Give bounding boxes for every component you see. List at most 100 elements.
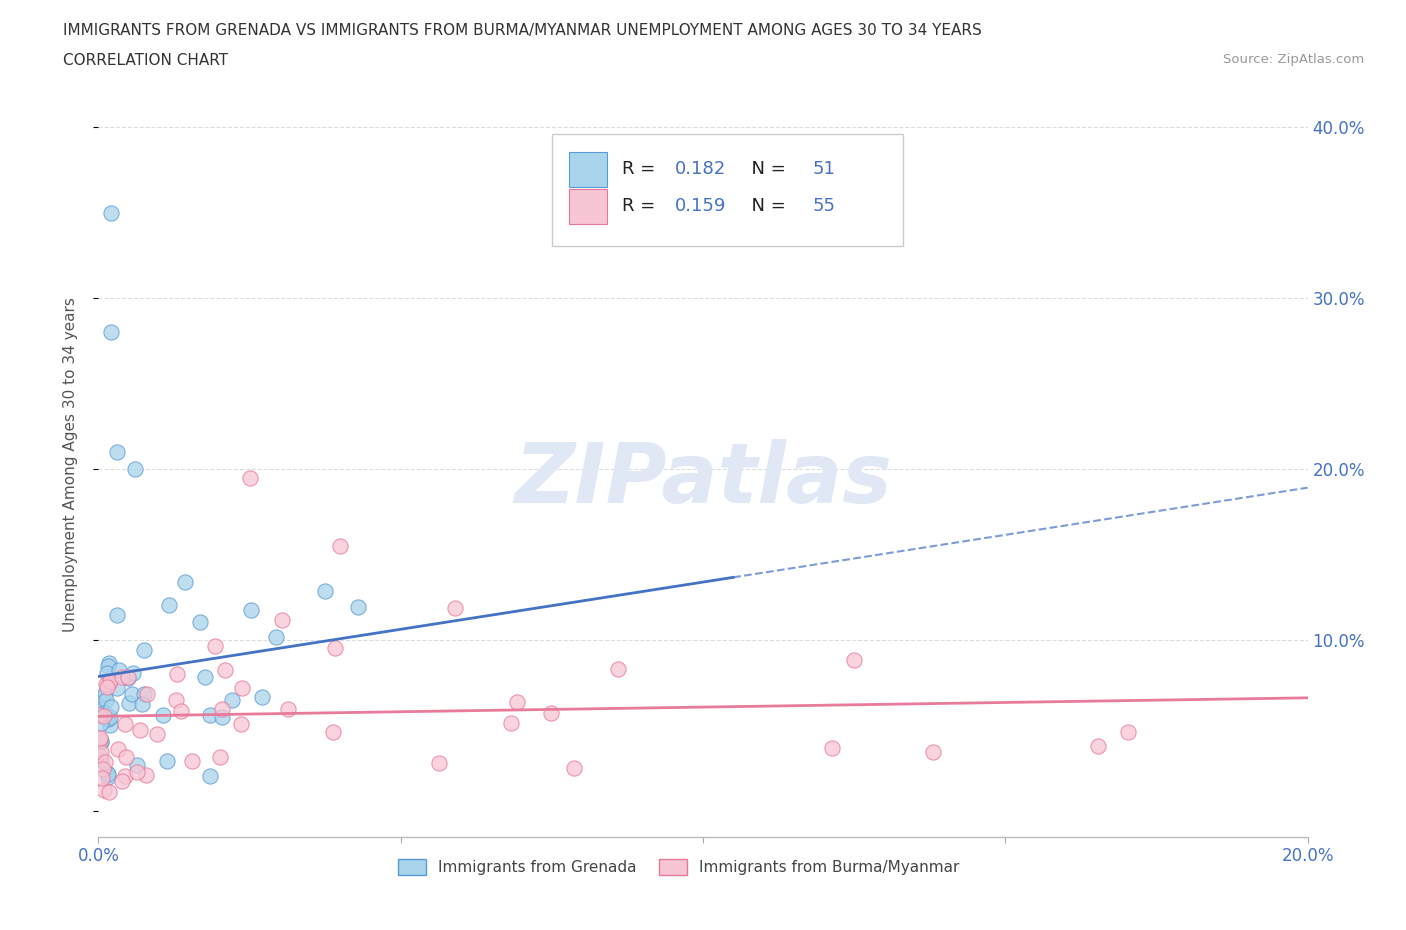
Text: R =: R = bbox=[621, 160, 661, 178]
Text: ZIPatlas: ZIPatlas bbox=[515, 439, 891, 521]
Point bbox=[122, 665, 145, 680]
Point bbox=[94, 692, 117, 707]
Text: CORRELATION CHART: CORRELATION CHART bbox=[63, 53, 228, 68]
Point bbox=[90, 771, 112, 786]
Text: N =: N = bbox=[741, 160, 792, 178]
Point bbox=[347, 600, 370, 615]
Point bbox=[174, 575, 197, 590]
Text: IMMIGRANTS FROM GRENADA VS IMMIGRANTS FROM BURMA/MYANMAR UNEMPLOYMENT AMONG AGES: IMMIGRANTS FROM GRENADA VS IMMIGRANTS FR… bbox=[63, 23, 981, 38]
Point bbox=[166, 667, 188, 682]
Point bbox=[111, 670, 134, 684]
Point bbox=[221, 693, 243, 708]
Point bbox=[1116, 725, 1139, 740]
Text: N =: N = bbox=[741, 197, 792, 215]
Point bbox=[90, 752, 112, 767]
Text: 51: 51 bbox=[813, 160, 837, 178]
Point bbox=[111, 773, 134, 788]
Point bbox=[124, 462, 146, 477]
Point bbox=[135, 767, 157, 782]
Text: Source: ZipAtlas.com: Source: ZipAtlas.com bbox=[1223, 53, 1364, 66]
Point bbox=[180, 753, 202, 768]
Point bbox=[499, 716, 522, 731]
Point bbox=[214, 663, 236, 678]
Y-axis label: Unemployment Among Ages 30 to 34 years: Unemployment Among Ages 30 to 34 years bbox=[63, 298, 77, 632]
Point bbox=[540, 706, 562, 721]
Point bbox=[89, 732, 111, 747]
Point bbox=[152, 708, 174, 723]
FancyBboxPatch shape bbox=[551, 134, 903, 246]
Point bbox=[231, 681, 253, 696]
Point bbox=[90, 706, 112, 721]
Point bbox=[132, 686, 155, 701]
Point bbox=[252, 689, 274, 704]
Point bbox=[105, 608, 128, 623]
Point bbox=[204, 639, 226, 654]
Point bbox=[89, 749, 111, 764]
Point bbox=[322, 724, 344, 739]
Point bbox=[157, 597, 180, 612]
Point bbox=[93, 782, 115, 797]
Point bbox=[132, 643, 155, 658]
Point bbox=[1087, 738, 1109, 753]
Point bbox=[129, 723, 152, 737]
Point bbox=[93, 685, 115, 700]
Point bbox=[264, 630, 287, 644]
Point bbox=[169, 703, 191, 718]
Point bbox=[562, 761, 585, 776]
Text: 55: 55 bbox=[813, 197, 837, 215]
Point bbox=[97, 769, 120, 784]
Point bbox=[90, 701, 112, 716]
Point bbox=[91, 762, 114, 777]
Point bbox=[100, 325, 122, 339]
Text: 0.182: 0.182 bbox=[675, 160, 727, 178]
Point bbox=[98, 785, 121, 800]
Point bbox=[115, 750, 138, 764]
Point bbox=[114, 768, 136, 783]
Point bbox=[97, 658, 120, 673]
Point bbox=[146, 726, 169, 741]
Point bbox=[606, 661, 628, 676]
Point bbox=[90, 733, 112, 748]
Point bbox=[314, 584, 336, 599]
Point bbox=[135, 686, 157, 701]
Point bbox=[117, 696, 139, 711]
Point bbox=[105, 445, 128, 459]
Point bbox=[188, 615, 211, 630]
Point bbox=[208, 750, 231, 764]
Point bbox=[270, 612, 292, 627]
Point bbox=[93, 709, 115, 724]
Point bbox=[90, 715, 112, 730]
Point bbox=[156, 754, 179, 769]
Point bbox=[87, 702, 110, 717]
Point bbox=[211, 702, 233, 717]
Point bbox=[125, 764, 148, 779]
Point bbox=[277, 701, 299, 716]
Point bbox=[98, 673, 121, 688]
Point bbox=[323, 641, 346, 656]
Point bbox=[165, 692, 187, 707]
Legend: Immigrants from Grenada, Immigrants from Burma/Myanmar: Immigrants from Grenada, Immigrants from… bbox=[392, 853, 966, 882]
Text: 0.159: 0.159 bbox=[675, 197, 727, 215]
Point bbox=[100, 699, 122, 714]
Point bbox=[90, 691, 112, 706]
Point bbox=[100, 206, 122, 220]
Point bbox=[96, 679, 118, 694]
Point bbox=[98, 656, 121, 671]
Point bbox=[239, 471, 262, 485]
Point bbox=[94, 755, 117, 770]
Point bbox=[131, 697, 153, 711]
Point bbox=[198, 707, 221, 722]
Point bbox=[93, 706, 115, 721]
Point bbox=[90, 745, 112, 760]
Point bbox=[97, 676, 120, 691]
Point bbox=[229, 716, 252, 731]
FancyBboxPatch shape bbox=[569, 189, 607, 224]
Point bbox=[211, 710, 233, 724]
Point bbox=[114, 716, 136, 731]
Point bbox=[121, 686, 143, 701]
Point bbox=[922, 744, 945, 759]
Point bbox=[96, 666, 118, 681]
Point bbox=[444, 601, 467, 616]
Point bbox=[98, 710, 121, 724]
Point bbox=[821, 740, 844, 755]
